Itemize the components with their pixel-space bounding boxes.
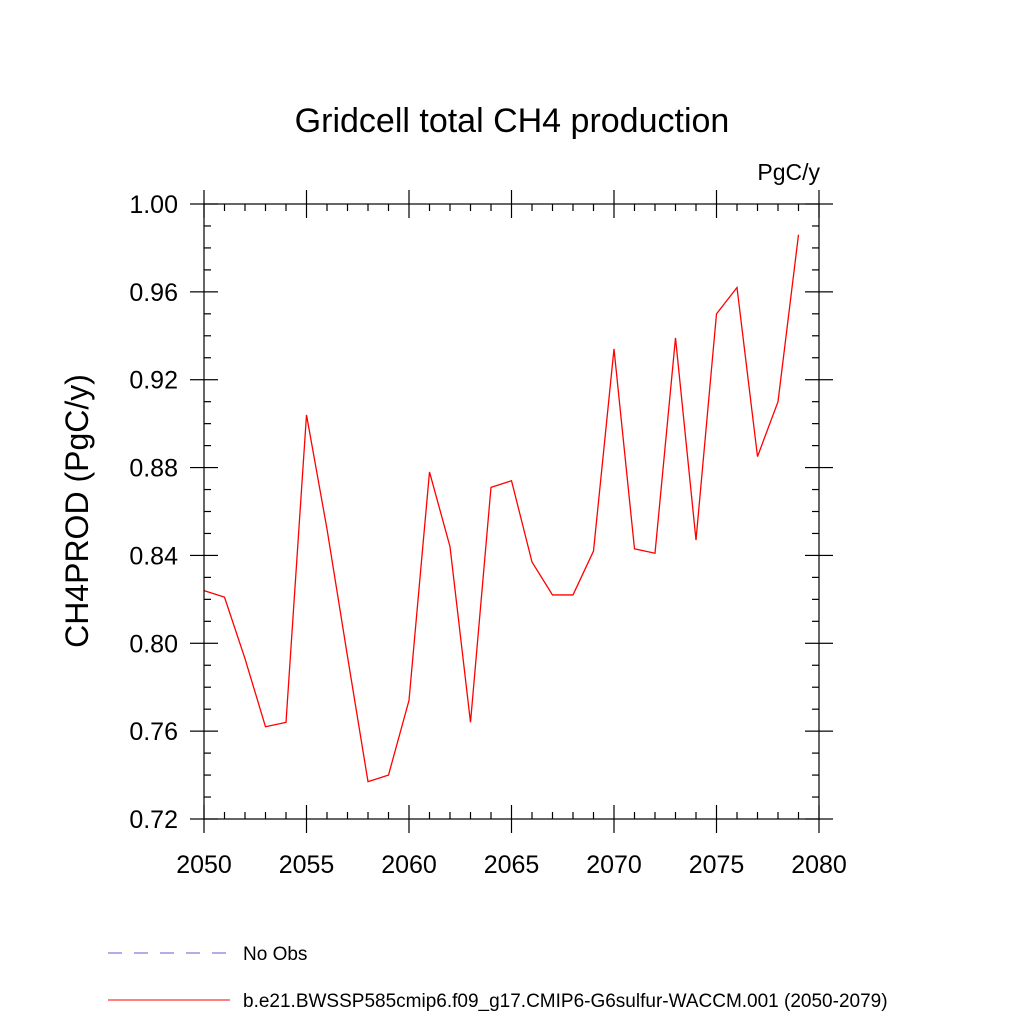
tick-labels: 2050 2055 2060 2065 2070 2075 2080 0.72 0.76 0.80…	[129, 191, 846, 879]
y-tick-label: 0.76	[129, 718, 178, 746]
series-line	[203, 234, 800, 783]
x-tick-label: 2055	[279, 851, 335, 879]
legend-label: No Obs	[243, 944, 307, 965]
y-tick-label: 0.84	[129, 542, 178, 570]
axis-ticks	[190, 190, 833, 833]
chart-title: Gridcell total CH4 production	[295, 102, 730, 140]
y-tick-label: 0.80	[129, 630, 178, 658]
legend: No Obs b.e21.BWSSP585cmip6.f09_g17.CMIP6-…	[108, 944, 888, 1012]
y-axis-label: CH4PROD (PgC/y)	[59, 374, 95, 648]
plot-frame	[203, 203, 820, 820]
y-tick-label: 0.92	[129, 367, 178, 395]
x-tick-label: 2065	[484, 851, 540, 879]
x-tick-label: 2050	[176, 851, 232, 879]
x-tick-label: 2070	[586, 851, 642, 879]
legend-label: b.e21.BWSSP585cmip6.f09_g17.CMIP6-G6sulf…	[243, 991, 888, 1012]
y-tick-label: 0.88	[129, 455, 178, 483]
x-tick-label: 2075	[689, 851, 745, 879]
x-tick-label: 2080	[791, 851, 847, 879]
y-tick-label: 0.72	[129, 806, 178, 834]
units-label: PgC/y	[757, 159, 820, 185]
data-series	[203, 234, 800, 783]
x-tick-label: 2060	[381, 851, 437, 879]
y-tick-label: 0.96	[129, 279, 178, 307]
y-tick-label: 1.00	[129, 191, 178, 219]
